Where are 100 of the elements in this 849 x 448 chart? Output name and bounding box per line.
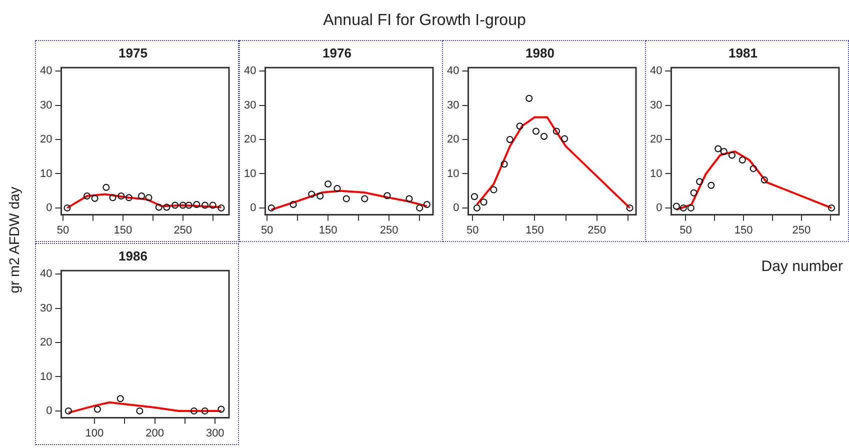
point [179,202,186,209]
point [708,182,715,189]
point [384,192,391,200]
x-tick-label: 150 [526,224,544,236]
point [728,152,736,159]
y-tick-label: 30 [650,99,662,112]
x-tick-label: 50 [56,224,70,236]
point [84,192,90,200]
point [64,407,72,414]
x-tick-label: 250 [792,224,811,236]
point [516,122,524,130]
chart-title: 1986 [118,248,148,264]
x-tick-label: 50 [680,224,692,236]
y-tick-label: 0 [46,404,52,417]
point [750,165,757,172]
y-tick-label: 40 [650,65,662,78]
point [102,184,110,191]
y-tick-label: 20 [244,134,256,146]
point [540,132,548,140]
point [193,201,200,208]
x-tick-label: 200 [146,427,164,440]
point [626,204,634,212]
chart-title: 1980 [526,45,554,60]
point [324,180,332,188]
y-tick-label: 20 [446,134,460,146]
y-tick-label: 10 [40,168,52,180]
x-tick-label: 150 [114,224,132,236]
point [202,202,209,209]
point [561,135,568,142]
point [334,184,341,192]
y-tick-label: 20 [40,336,52,349]
point [155,204,162,211]
x-tick-label: 50 [466,224,479,236]
chart-title: 1981 [728,45,758,60]
x-tick-label: 250 [174,224,192,236]
point [268,204,275,212]
point [361,195,368,202]
y-tick-label: 10 [446,168,460,180]
y-tick-label: 30 [40,99,52,112]
point [696,178,704,186]
y-tick-label: 0 [46,202,52,214]
point [714,145,722,152]
point [172,202,179,209]
y-tick-label: 40 [40,65,52,78]
point [416,204,424,212]
point [506,136,514,143]
point [406,195,413,202]
point [138,192,146,200]
x-tick-label: 300 [206,427,224,440]
x-tick-label: 250 [588,224,606,236]
y-tick-label: 0 [656,202,662,214]
point [163,204,170,211]
y-tick-label: 0 [453,202,460,214]
x-tick-label: 150 [318,224,338,236]
point [473,204,480,212]
point [64,204,71,212]
point [185,202,192,209]
point [828,204,835,212]
x-tick-label: 100 [85,427,104,440]
y-tick-label: 10 [650,168,662,180]
point [91,194,98,202]
point [690,189,698,196]
x-tick-label: 250 [380,224,398,236]
point [94,406,101,413]
point [209,202,216,209]
y-tick-label: 40 [244,65,256,78]
point [136,407,144,414]
point [308,190,316,198]
y-tick-label: 40 [446,65,460,78]
text: Annual FI for Growth I-group [322,12,527,30]
point [490,186,498,194]
y-tick-label: 30 [40,302,52,314]
point [672,202,680,210]
point [687,204,694,212]
point [526,94,533,102]
point [118,192,125,200]
point [218,406,225,413]
x-tick-label: 150 [734,224,753,236]
point [680,204,687,212]
point [145,194,152,202]
point [720,148,728,155]
point [552,128,560,135]
point [116,395,124,402]
point [470,193,478,200]
y-tick-label: 20 [650,134,662,146]
y-axis-title: gr m2 AFDW day [6,186,22,294]
point [290,201,297,208]
y-tick-label: 10 [40,370,52,383]
point [480,198,488,206]
y-tick-label: 30 [446,99,460,112]
point [218,204,225,212]
point [316,192,324,200]
y-tick-label: 40 [40,268,52,280]
y-tick-label: 0 [250,202,256,214]
point [201,407,208,414]
chart-title: 1975 [118,45,148,60]
point [342,195,350,202]
point [760,176,768,184]
point [423,201,430,208]
y-tick-label: 30 [244,99,256,112]
